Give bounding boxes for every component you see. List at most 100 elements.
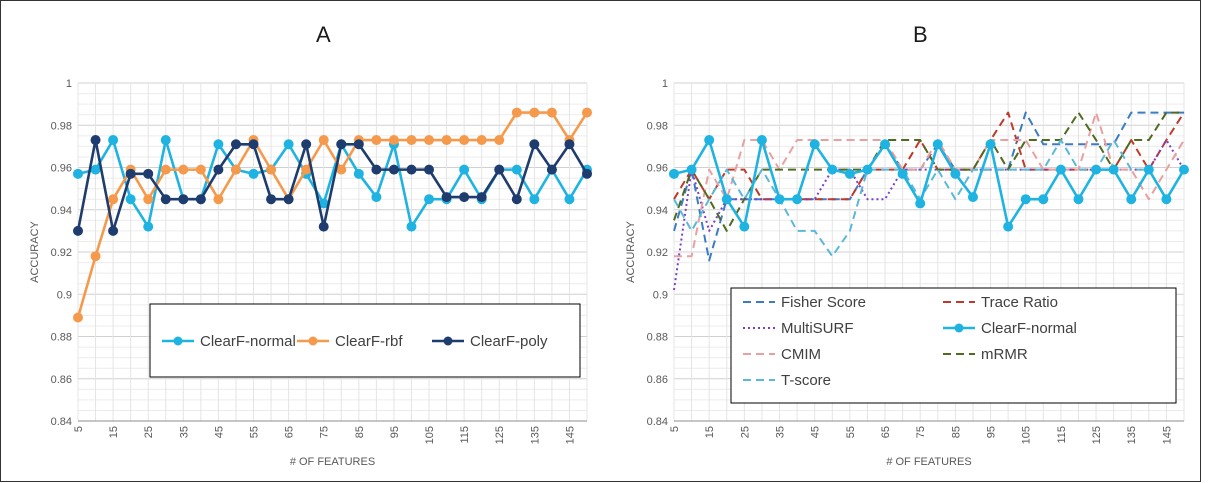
point-clearf-normal xyxy=(353,168,364,179)
series-line-fisher-score xyxy=(673,111,1184,262)
point-clearf-normal xyxy=(511,164,522,175)
y-tick-label: 0.94 xyxy=(647,205,668,217)
point-clearf-normal xyxy=(827,164,838,175)
point-clearf-rbf xyxy=(529,107,540,118)
point-clearf-poly xyxy=(266,194,277,205)
point-clearf-normal xyxy=(406,221,417,232)
y-tick-label: 0.84 xyxy=(647,416,668,428)
point-clearf-poly xyxy=(511,194,522,205)
series-line-clearf-rbf xyxy=(76,111,589,318)
point-clearf-normal xyxy=(897,168,908,179)
point-clearf-poly xyxy=(546,164,557,175)
point-clearf-poly xyxy=(336,139,347,150)
panel-title-b: B xyxy=(913,22,928,47)
x-tick-label: 35 xyxy=(178,426,190,438)
point-clearf-normal xyxy=(669,168,679,179)
point-clearf-normal xyxy=(108,135,119,146)
point-clearf-normal xyxy=(125,194,136,205)
point-clearf-normal xyxy=(1003,221,1014,232)
series-line-cmim xyxy=(674,111,1185,258)
point-clearf-normal xyxy=(756,135,767,146)
point-clearf-normal xyxy=(1108,164,1119,175)
point-clearf-rbf xyxy=(406,135,417,146)
legend-label-clearf-rbf: ClearF-rbf xyxy=(335,333,403,350)
point-clearf-rbf xyxy=(90,251,101,262)
point-clearf-poly xyxy=(494,164,505,175)
point-clearf-poly xyxy=(564,139,575,150)
x-tick-label: 75 xyxy=(915,426,927,438)
x-axis-title: # OF FEATURES xyxy=(290,456,375,468)
point-clearf-normal xyxy=(371,192,382,203)
point-clearf-normal xyxy=(950,168,961,179)
point-clearf-normal xyxy=(1143,164,1154,175)
legend-box xyxy=(730,287,1177,404)
point-clearf-normal xyxy=(90,164,101,175)
point-clearf-normal xyxy=(248,168,259,179)
point-clearf-poly xyxy=(529,139,540,150)
x-tick-label: 75 xyxy=(319,426,331,438)
point-clearf-poly xyxy=(230,139,241,150)
point-clearf-normal xyxy=(459,164,470,175)
y-tick-label: 0.94 xyxy=(51,205,72,217)
point-clearf-normal xyxy=(774,194,785,205)
point-clearf-poly xyxy=(248,139,259,150)
x-tick-label: 85 xyxy=(950,426,962,438)
y-axis-title: ACCURACY xyxy=(29,220,41,282)
point-clearf-rbf xyxy=(266,164,277,175)
point-clearf-normal xyxy=(792,194,803,205)
point-clearf-rbf xyxy=(195,164,206,175)
x-tick-label: 55 xyxy=(845,426,857,438)
point-clearf-poly xyxy=(582,168,592,179)
y-tick-label: 0.88 xyxy=(51,332,72,344)
y-axis-title: ACCURACY xyxy=(625,220,637,282)
point-clearf-rbf xyxy=(160,164,171,175)
point-clearf-normal xyxy=(721,194,732,205)
point-clearf-rbf xyxy=(476,135,487,146)
point-clearf-rbf xyxy=(511,107,522,118)
point-clearf-normal xyxy=(564,194,575,205)
y-tick-label: 0.98 xyxy=(647,120,668,132)
point-clearf-rbf xyxy=(143,194,154,205)
x-tick-label: 95 xyxy=(389,426,401,438)
series-line-clearf-poly xyxy=(76,138,589,233)
point-clearf-poly xyxy=(108,225,119,236)
x-tick-label: 115 xyxy=(459,426,471,444)
y-tick-label: 0.92 xyxy=(647,247,668,259)
legend-label-trace-ratio: Trace Ratio xyxy=(981,294,1058,311)
x-tick-label: 115 xyxy=(1056,426,1068,444)
point-clearf-normal xyxy=(985,139,996,150)
x-tick-label: 95 xyxy=(986,426,998,438)
legend-marker-clearf-poly xyxy=(443,336,453,346)
x-tick-label: 85 xyxy=(354,426,366,438)
y-tick-label: 1 xyxy=(66,78,72,90)
x-tick-label: 25 xyxy=(143,426,155,438)
point-clearf-normal xyxy=(143,221,154,232)
point-clearf-normal xyxy=(283,139,294,150)
x-tick-label: 25 xyxy=(739,426,751,438)
point-clearf-poly xyxy=(353,139,364,150)
point-clearf-normal xyxy=(1091,164,1102,175)
y-tick-label: 0.9 xyxy=(57,289,72,301)
x-tick-label: 145 xyxy=(564,426,576,444)
legend-label-cmim: CMIM xyxy=(781,346,821,363)
point-clearf-poly xyxy=(388,164,399,175)
point-clearf-rbf xyxy=(371,135,382,146)
x-tick-label: 35 xyxy=(775,426,787,438)
point-clearf-normal xyxy=(809,139,820,150)
point-clearf-rbf xyxy=(388,135,399,146)
point-clearf-poly xyxy=(90,135,101,146)
point-clearf-rbf xyxy=(230,164,241,175)
point-clearf-normal xyxy=(862,164,873,175)
point-clearf-normal xyxy=(424,194,435,205)
point-clearf-poly xyxy=(424,164,435,175)
point-clearf-normal xyxy=(880,139,891,150)
point-clearf-normal xyxy=(529,194,540,205)
point-clearf-normal xyxy=(844,168,855,179)
y-tick-label: 0.98 xyxy=(51,120,72,132)
y-tick-label: 0.88 xyxy=(647,332,668,344)
point-clearf-poly xyxy=(143,168,154,179)
point-clearf-normal xyxy=(213,139,224,150)
point-clearf-normal xyxy=(1020,194,1031,205)
